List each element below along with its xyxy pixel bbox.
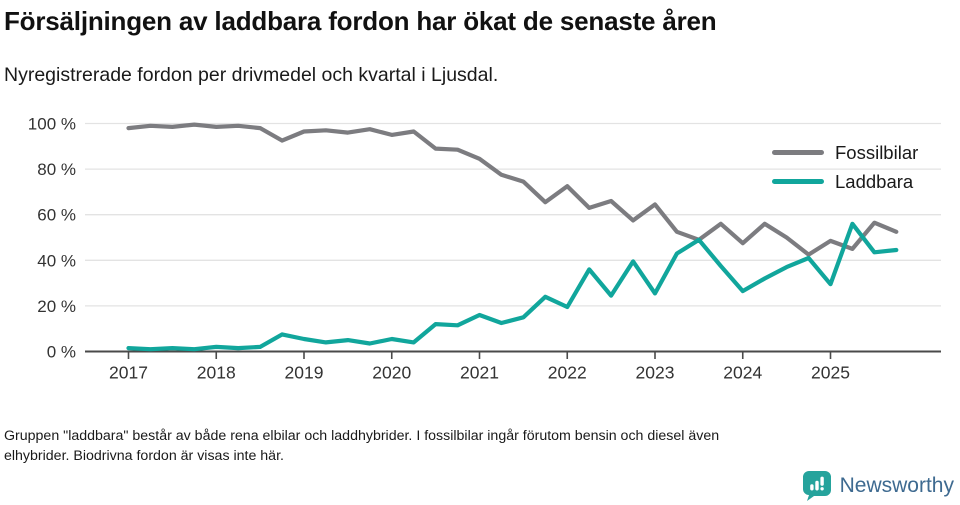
x-tick-label: 2017 (109, 363, 148, 383)
x-tick-label: 2022 (548, 363, 587, 383)
newsworthy-bubble-chart-icon (802, 471, 831, 501)
legend-label-laddbara: Laddbara (835, 170, 914, 192)
footnote-line-1: Gruppen "laddbara" består av både rena e… (4, 428, 720, 444)
x-tick-label: 2018 (197, 363, 236, 383)
x-tick-label: 2025 (811, 363, 850, 383)
chart-title: Försäljningen av laddbara fordon har öka… (4, 6, 717, 36)
y-tick-label: 0 % (47, 343, 76, 362)
x-tick-label: 2023 (636, 363, 675, 383)
brand-wordmark: Newsworthy (839, 474, 954, 497)
legend-line-swatch-teal (772, 179, 824, 184)
legend-line-swatch-gray (772, 150, 824, 155)
series-line-laddbara (126, 221, 899, 352)
x-tick-label: 2019 (285, 363, 324, 383)
x-tick-label: 2021 (460, 363, 499, 383)
chart-footnote: Gruppen "laddbara" består av både rena e… (4, 427, 954, 467)
footnote-line-2: elhybrider. Biodrivna fordon är visas in… (4, 447, 284, 464)
chart-legend: Fossilbilar Laddbara (772, 138, 918, 196)
newsworthy-logo: Newsworthy (802, 471, 954, 501)
y-tick-label: 40 % (37, 251, 76, 270)
legend-item-laddbara: Laddbara (772, 167, 918, 196)
y-tick-label: 20 % (37, 297, 76, 316)
y-tick-label: 100 % (28, 115, 76, 134)
legend-label-fossilbilar: Fossilbilar (835, 141, 919, 163)
chart-subtitle: Nyregistrerade fordon per drivmedel och … (4, 64, 499, 86)
y-tick-label: 60 % (37, 206, 76, 225)
y-tick-label: 80 % (37, 160, 76, 179)
legend-item-fossilbilar: Fossilbilar (772, 138, 918, 167)
series-line-fossilbilar (126, 122, 899, 257)
x-tick-label: 2020 (372, 363, 411, 383)
x-tick-label: 2024 (723, 363, 762, 383)
